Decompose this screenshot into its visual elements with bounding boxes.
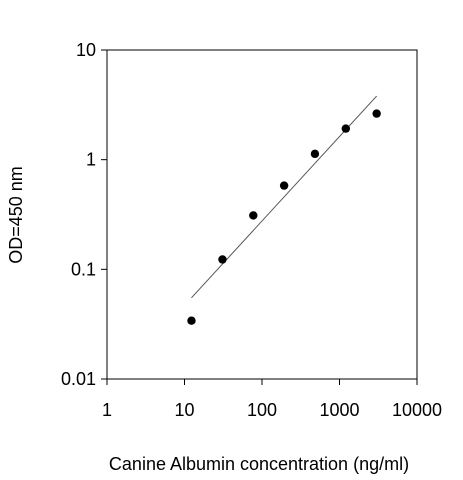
x-tick-label-2: 10 [174,400,194,420]
x-axis-label: Canine Albumin concentration (ng/ml) [109,454,409,474]
data-point-7 [372,109,381,118]
data-point-3 [249,211,258,220]
data-point-1 [187,316,196,325]
y-axis-ticks: 0.01 0.1 1 10 [61,40,107,389]
y-tick-label-4: 10 [76,40,96,60]
data-point-6 [341,124,351,133]
x-tick-label-5: 10000 [392,400,442,420]
x-tick-label-3: 100 [247,400,277,420]
y-tick-label-3: 1 [86,150,96,170]
plot-frame [106,49,418,380]
y-tick-label-2: 0.1 [71,259,96,279]
y-tick-label-1: 0.01 [61,369,96,389]
data-point-4 [279,181,289,190]
data-points-layer [187,109,381,325]
x-axis-ticks: 1 10 100 1000 10000 [102,379,442,420]
x-tick-label-1: 1 [102,400,112,420]
data-point-5 [310,149,320,159]
y-axis-label: OD=450 nm [6,166,26,264]
data-point-2 [218,255,227,264]
x-tick-label-4: 1000 [319,400,359,420]
